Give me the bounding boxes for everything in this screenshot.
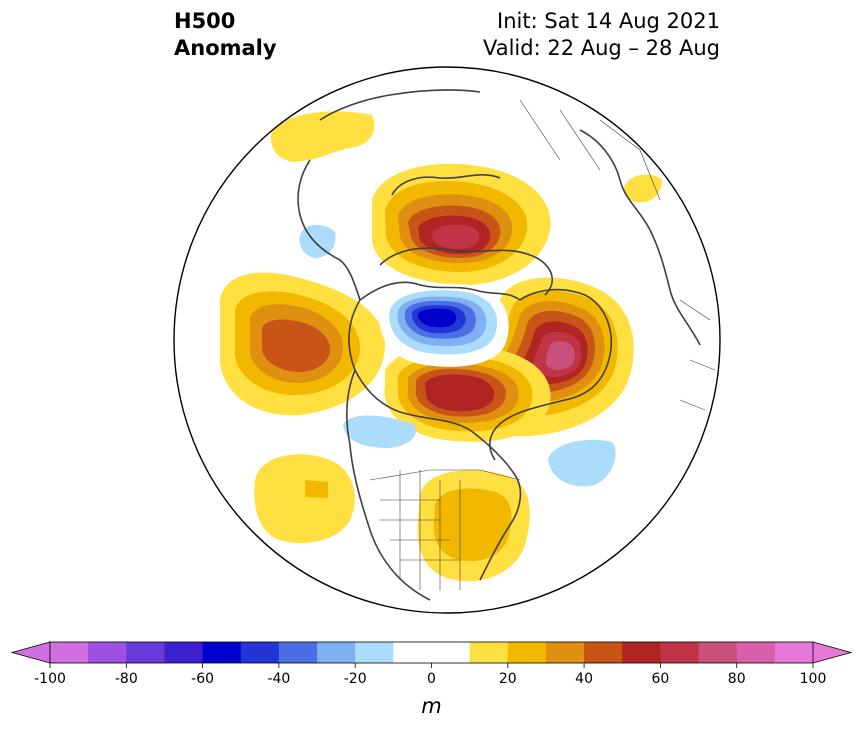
ridge-east-us — [417, 470, 530, 582]
coastlines — [297, 89, 701, 601]
colorbar-bin — [355, 642, 394, 663]
colorbar-bin — [88, 642, 127, 663]
borders — [369, 99, 716, 590]
ridge-east-pacific — [254, 454, 355, 544]
colorbar-tick-label: -60 — [191, 671, 214, 687]
colorbar-tick-label: 20 — [499, 671, 517, 687]
colorbar-bin — [393, 642, 471, 663]
colorbar-bin — [507, 642, 547, 663]
trough-pacific-nw — [343, 415, 416, 448]
colorbar-bin — [545, 642, 585, 663]
colorbar-unit: m — [421, 694, 442, 718]
colorbar-bin — [317, 642, 356, 663]
colorbar-tick-label: 80 — [728, 671, 746, 687]
colorbar-bin — [202, 642, 242, 663]
anomaly-fill — [220, 89, 716, 601]
ridge-pacific — [220, 272, 385, 416]
valid-range: Valid: 22 Aug – 28 Aug — [482, 36, 720, 60]
colorbar-extend-low — [10, 641, 51, 664]
colorbar-tick-label: -40 — [267, 671, 290, 687]
colorbar-tick-label: -80 — [115, 671, 138, 687]
colorbar-tick-label: 60 — [651, 671, 669, 687]
colorbar-bin — [164, 642, 204, 663]
title-field: H500 — [174, 9, 236, 33]
trough-atlantic — [548, 439, 616, 487]
colorbar-tick-label: -20 — [344, 671, 367, 687]
colorbar-bin — [660, 642, 700, 663]
colorbar-tick-label: 0 — [427, 671, 436, 687]
colorbar-tick-label: 40 — [575, 671, 593, 687]
map-border — [173, 66, 721, 614]
title-right: Init: Sat 14 Aug 2021 Valid: 22 Aug – 28… — [483, 8, 720, 62]
colorbar-bin — [774, 642, 814, 663]
trough-polar — [379, 283, 509, 367]
colorbar-bin — [126, 642, 165, 663]
colorbar-bin — [698, 642, 738, 663]
colorbar: -100 -80 -60 -40 -20 0 20 40 60 80 100 — [10, 641, 853, 687]
colorbar-bin — [469, 642, 509, 663]
colorbar-tick-label: -100 — [34, 671, 66, 687]
colorbar-extend-high — [812, 641, 853, 664]
colorbar-bin — [240, 642, 280, 663]
init-date: Init: Sat 14 Aug 2021 — [497, 9, 720, 33]
colorbar-bin — [50, 642, 89, 663]
colorbar-tick-label: 100 — [800, 671, 827, 687]
title-left: H500 Anomaly — [174, 8, 277, 62]
ridge-siberia — [372, 163, 551, 285]
ridge-bering — [270, 111, 375, 162]
colorbar-bin — [736, 642, 776, 663]
title-type: Anomaly — [174, 36, 277, 60]
colorbar-bin — [622, 642, 661, 663]
colorbar-bin — [584, 642, 623, 663]
colorbar-bin — [278, 642, 318, 663]
